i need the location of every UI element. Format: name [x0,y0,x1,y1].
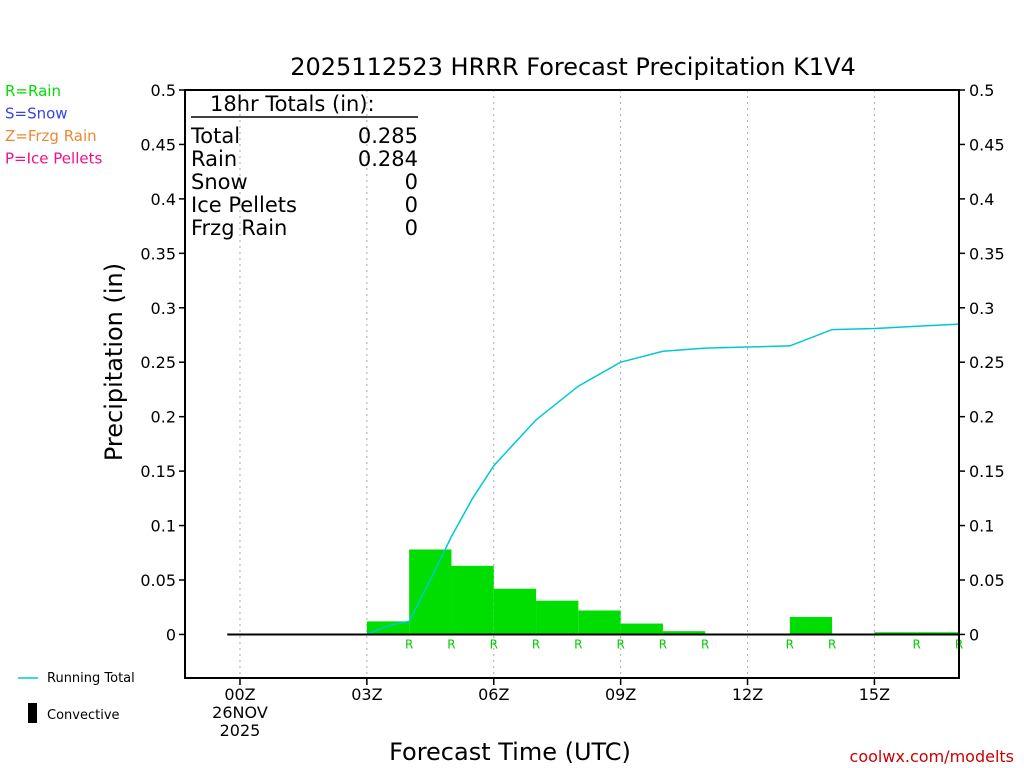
x-tick-label: 15Z [859,685,890,704]
y-tick-label-left: 0.1 [151,517,176,536]
convective-legend-label: Convective [47,708,120,723]
totals-row-value: 0 [405,216,418,240]
precip-bar [874,632,917,635]
x-tick-label: 12Z [732,685,763,704]
ptype-marker: R [532,637,540,651]
x-tick-label: 26NOV [212,703,268,722]
x-tick-label: 00Z [224,685,255,704]
precip-bar [493,588,537,635]
ptype-marker: R [701,637,709,651]
precip-bar [578,610,621,635]
y-tick-label-left: 0.45 [140,135,176,154]
x-tick-label: 03Z [351,685,382,704]
precip-bars [366,549,959,635]
y-tick-label-right: 0.15 [969,462,1005,481]
precip-bar [451,565,494,635]
y-tick-label-left: 0.05 [140,571,176,590]
ptype-marker: R [786,637,794,651]
totals-header: 18hr Totals (in): [210,92,375,116]
ptype-legend-item: R=Rain [5,82,61,100]
ptype-marker: R [490,637,498,651]
chart-title: 2025112523 HRRR Forecast Precipitation K… [290,53,856,81]
precip-bar [409,549,452,635]
ptype-marker: R [913,637,921,651]
precip-bar [366,621,410,635]
ptype-marker: R [447,637,455,651]
totals-box: 18hr Totals (in): Total 0.285 Rain 0.284 Sno… [190,92,418,240]
ptype-legend-item: P=Ice Pellets [5,150,102,168]
running-total-series [240,323,960,636]
y-tick-label-left: 0.4 [151,190,176,209]
totals-row-label: Ice Pellets [191,193,297,217]
running-total-legend-label: Running Total [47,671,135,686]
grid-lines [239,90,875,678]
y-tick-label-right: 0.3 [969,299,994,318]
ptype-marker: R [616,637,624,651]
convective-legend-swatch [28,703,37,723]
x-axis-label: Forecast Time (UTC) [389,738,631,766]
totals-row-label: Snow [191,170,248,194]
totals-row-label: Total [190,124,240,148]
precip-bar [916,632,959,635]
precip-bar [789,617,833,635]
ptype-marker: R [574,637,582,651]
x-tick-label: 2025 [220,721,261,740]
y-axis-label: Precipitation (in) [100,263,128,461]
ptype-legend-item: S=Snow [5,105,68,123]
y-tick-label-right: 0.1 [969,517,994,536]
x-tick-label: 06Z [478,685,509,704]
y-tick-label-right: 0.25 [969,353,1005,372]
totals-row-value: 0 [405,193,418,217]
ptype-legend: R=Rain S=Snow Z=Frzg Rain P=Ice Pellets [5,82,102,168]
y-tick-label-left: 0.35 [140,244,176,263]
totals-row-label: Frzg Rain [191,216,287,240]
y-tick-label-right: 0.45 [969,135,1005,154]
precip-bar [620,623,663,635]
totals-row-value: 0 [405,170,418,194]
totals-row-value: 0.284 [358,147,418,171]
y-tick-label-right: 0.4 [969,190,994,209]
ptype-marker: R [828,637,836,651]
series-legend: Running Total Convective [18,671,135,723]
totals-row-value: 0.285 [358,124,418,148]
credit-text: coolwx.com/modelts [850,747,1014,766]
y-tick-label-right: 0.5 [969,81,994,100]
y-tick-label-left: 0.5 [151,81,176,100]
x-tick-label: 09Z [605,685,636,704]
y-tick-label-right: 0 [969,625,979,644]
y-tick-label-right: 0.35 [969,244,1005,263]
y-tick-label-right: 0.2 [969,408,994,427]
plot-frame [184,89,960,679]
y-tick-label-left: 0.2 [151,408,176,427]
ptype-marker: R [405,637,413,651]
ptype-legend-item: Z=Frzg Rain [5,127,97,145]
y-axis-ticks: 0 00.05 0.050.1 0.10.15 0.150.2 0.20.25 0.250.… [140,81,1004,644]
precip-bar [662,631,706,635]
precip-bar [536,600,579,635]
y-tick-label-right: 0.05 [969,571,1005,590]
y-tick-label-left: 0.25 [140,353,176,372]
running-total-line [240,323,960,636]
ptype-marker: R [659,637,667,651]
y-tick-label-left: 0.3 [151,299,176,318]
y-tick-label-left: 0 [166,625,176,644]
y-tick-label-left: 0.15 [140,462,176,481]
totals-row-label: Rain [191,147,237,171]
